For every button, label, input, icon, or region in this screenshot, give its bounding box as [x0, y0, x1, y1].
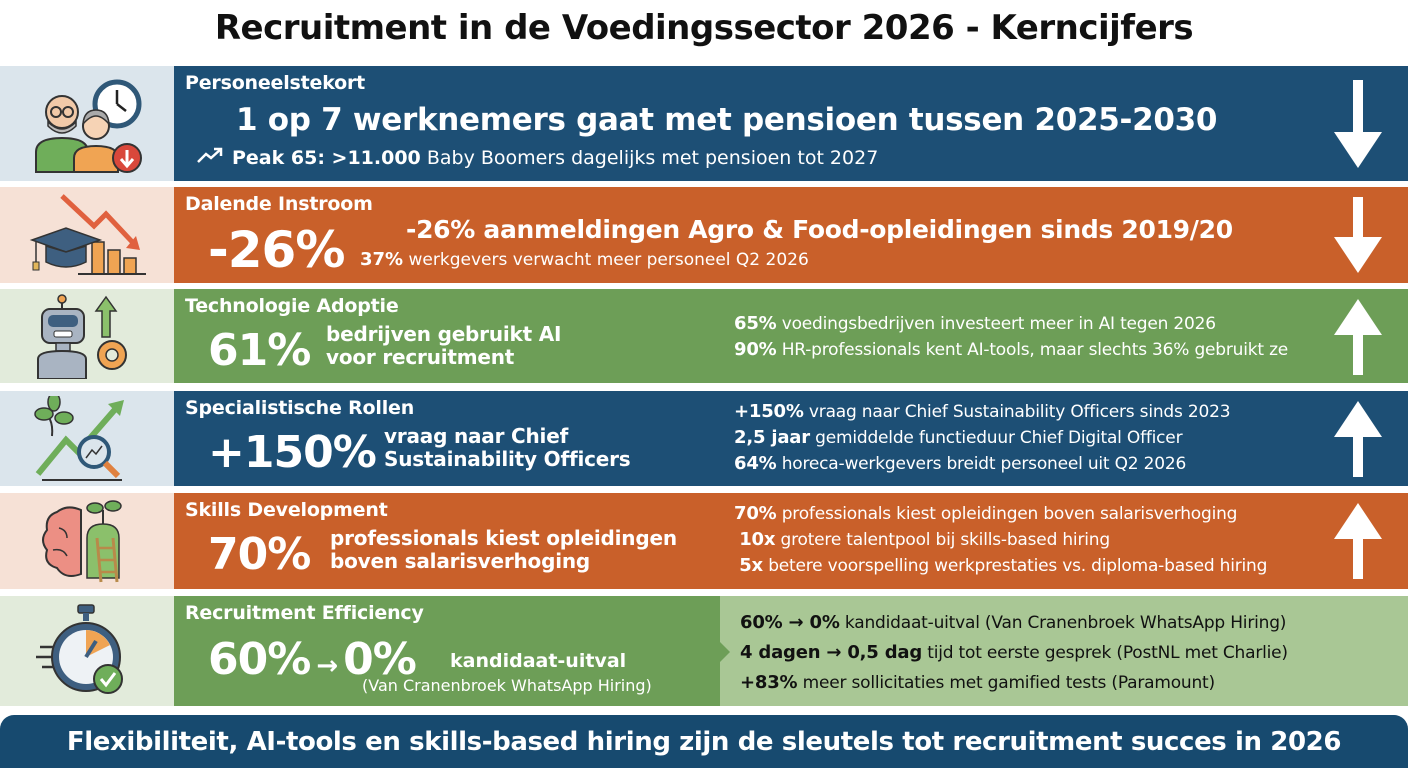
- sub-stat-bold: Peak 65: >11.000: [232, 146, 421, 169]
- row-technologie-adoptie: Technologie Adoptie 61% bedrijven gebrui…: [0, 289, 1408, 383]
- trend-up-icon: [196, 146, 224, 169]
- section-label: Recruitment Efficiency: [185, 602, 424, 624]
- sub-stat-bold: 37%: [360, 249, 404, 270]
- panel-notch: [720, 642, 730, 662]
- big-stat: 61%: [208, 325, 311, 376]
- big-stat: 60% → 0%: [208, 634, 417, 685]
- facts-panel: 60% → 0% kandidaat-uitval (Van Cranenbro…: [720, 596, 1408, 706]
- fact-item: 2,5 jaar gemiddelde functieduur Chief Di…: [734, 427, 1183, 448]
- big-stat: 70%: [208, 529, 311, 580]
- sub-stat: 37% werkgevers verwacht meer personeel Q…: [360, 249, 809, 270]
- facts-list: 70% professionals kiest opleidingen bove…: [734, 501, 1267, 579]
- row-specialistische-rollen: Specialistische Rollen +150% vraag naar …: [0, 391, 1408, 486]
- big-stat-description: professionals kiest opleidingen boven sa…: [330, 526, 677, 573]
- section-label: Dalende Instroom: [185, 193, 373, 215]
- row-dalende-instroom: Dalende Instroom -26% -26% aanmeldingen …: [0, 187, 1408, 283]
- big-stat: -26%: [208, 221, 345, 279]
- section-label: Specialistische Rollen: [185, 397, 415, 419]
- row-recruitment-efficiency: Recruitment Efficiency 60% → 0% kandidaa…: [0, 596, 1408, 706]
- fact-item: 10x grotere talentpool bij skills-based …: [739, 529, 1110, 550]
- band-specialistische-rollen: Specialistische Rollen +150% vraag naar …: [174, 391, 1408, 486]
- big-stat-description: vraag naar Chief Sustainability Officers: [384, 424, 631, 471]
- arrow-up-icon: [1332, 401, 1384, 477]
- fact-item: 64% horeca-werkgevers breidt personeel u…: [734, 453, 1187, 474]
- section-label: Technologie Adoptie: [185, 295, 399, 317]
- band-recruitment-efficiency: Recruitment Efficiency 60% → 0% kandidaa…: [174, 596, 720, 706]
- retirees-clock-icon: [0, 66, 174, 181]
- graduation-decline-icon: [0, 187, 174, 283]
- arrow-up-icon: [1332, 299, 1384, 375]
- headline-stat: -26% aanmeldingen Agro & Food-opleidinge…: [406, 215, 1233, 244]
- page-title: Recruitment in de Voedingssector 2026 - …: [214, 8, 1194, 48]
- row-personeelstekort: Personeelstekort 1 op 7 werknemers gaat …: [0, 66, 1408, 181]
- fact-item: 70% professionals kiest opleidingen bove…: [734, 503, 1238, 524]
- section-label: Skills Development: [185, 499, 388, 521]
- facts-list: 65% voedingsbedrijven investeert meer in…: [734, 311, 1288, 363]
- fact-item: 90% HR-professionals kent AI-tools, maar…: [734, 339, 1289, 360]
- fact-item: 5x betere voorspelling werkprestaties vs…: [739, 555, 1268, 576]
- fact-item: 65% voedingsbedrijven investeert meer in…: [734, 313, 1216, 334]
- big-stat-description: bedrijven gebruikt AI voor recruitment: [326, 322, 562, 369]
- facts-list: 60% → 0% kandidaat-uitval (Van Cranenbro…: [740, 608, 1288, 698]
- fact-item: 60% → 0% kandidaat-uitval (Van Cranenbro…: [740, 612, 1287, 633]
- arrow-up-icon: [1332, 503, 1384, 579]
- headline-stat: 1 op 7 werknemers gaat met pensioen tuss…: [236, 102, 1218, 138]
- arrow-right-icon: →: [316, 651, 338, 681]
- band-dalende-instroom: Dalende Instroom -26% -26% aanmeldingen …: [174, 187, 1408, 283]
- facts-list: +150% vraag naar Chief Sustainability Of…: [734, 399, 1231, 477]
- robot-gear-icon: [0, 289, 174, 383]
- section-label: Personeelstekort: [185, 72, 366, 94]
- band-skills-development: Skills Development 70% professionals kie…: [174, 493, 1408, 589]
- big-stat-source: (Van Cranenbroek WhatsApp Hiring): [362, 676, 652, 695]
- arrow-down-icon: [1332, 197, 1384, 273]
- row-skills-development: Skills Development 70% professionals kie…: [0, 493, 1408, 589]
- brain-ladder-icon: [0, 493, 174, 589]
- arrow-down-icon: [1332, 80, 1384, 168]
- big-stat-description: kandidaat-uitval: [450, 650, 627, 672]
- band-personeelstekort: Personeelstekort 1 op 7 werknemers gaat …: [174, 66, 1408, 181]
- fact-item: +150% vraag naar Chief Sustainability Of…: [734, 401, 1231, 422]
- stopwatch-check-icon: [0, 596, 174, 706]
- sub-stat-text: Baby Boomers dagelijks met pensioen tot …: [426, 146, 879, 169]
- footer-banner: Flexibiliteit, AI-tools en skills-based …: [0, 715, 1408, 768]
- sub-stat-text: werkgevers verwacht meer personeel Q2 20…: [408, 250, 809, 270]
- fact-item: +83% meer sollicitaties met gamified tes…: [740, 672, 1215, 693]
- sub-stat: Peak 65: >11.000 Baby Boomers dagelijks …: [196, 146, 878, 169]
- growth-magnifier-icon: [0, 391, 174, 486]
- fact-item: 4 dagen → 0,5 dag tijd tot eerste gespre…: [740, 642, 1288, 663]
- band-technologie-adoptie: Technologie Adoptie 61% bedrijven gebrui…: [174, 289, 1408, 383]
- big-stat: +150%: [208, 427, 377, 478]
